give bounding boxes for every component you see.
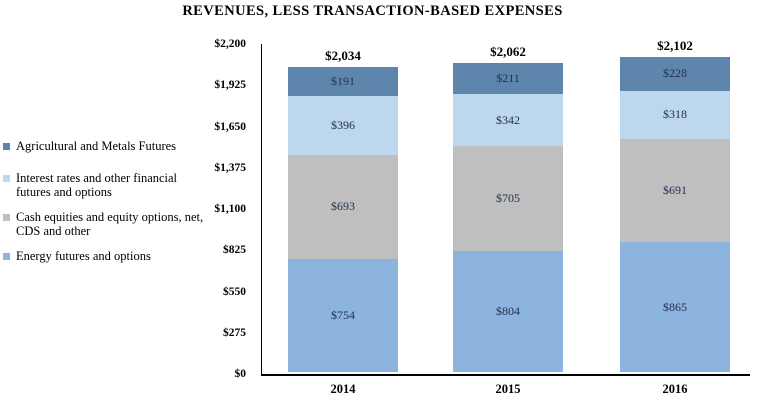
x-axis-line xyxy=(260,374,750,376)
bar-segment: $754 xyxy=(288,258,398,372)
segment-value-label: $804 xyxy=(496,304,520,319)
y-axis-line xyxy=(260,44,262,375)
bar-segment: $191 xyxy=(288,66,398,96)
legend: Agricultural and Metals Futures Interest … xyxy=(3,139,233,274)
y-tick-label: $825 xyxy=(223,244,246,257)
legend-item: Cash equities and equity options, net, C… xyxy=(3,210,233,238)
bar-segment: $865 xyxy=(620,242,730,372)
y-tick-label: $275 xyxy=(223,326,246,339)
legend-label: Energy futures and options xyxy=(16,249,151,263)
bar-segment: $396 xyxy=(288,95,398,155)
segment-value-label: $691 xyxy=(663,182,687,197)
legend-swatch xyxy=(3,214,10,221)
bar-2016: $228 $318 $691 $865 xyxy=(620,56,730,372)
bar-total-label: $2,102 xyxy=(657,37,693,53)
bar-segment: $211 xyxy=(453,62,563,95)
legend-label: Cash equities and equity options, net, C… xyxy=(16,210,204,238)
segment-value-label: $211 xyxy=(496,71,520,86)
y-tick-label: $1,925 xyxy=(214,79,246,92)
plot-area: $2,200 $1,925 $1,650 $1,375 $1,100 $825 $550 $2… xyxy=(214,38,750,396)
chart-title: REVENUES, LESS TRANSACTION-BASED EXPENSE… xyxy=(182,3,563,19)
legend-swatch xyxy=(3,253,10,260)
bar-total-label: $2,062 xyxy=(490,43,526,59)
bar-total-label: $2,034 xyxy=(325,47,361,63)
segment-value-label: $228 xyxy=(663,66,687,81)
bar-segment: $342 xyxy=(453,94,563,146)
legend-label: Agricultural and Metals Futures xyxy=(16,139,177,153)
legend-item: Interest rates and other financial futur… xyxy=(3,171,233,199)
segment-value-label: $396 xyxy=(331,117,355,132)
y-tick-label: $0 xyxy=(234,368,247,380)
legend-swatch xyxy=(3,143,10,150)
bar-2014: $191 $396 $693 $754 xyxy=(288,66,398,372)
segment-value-label: $693 xyxy=(331,199,355,214)
segment-value-label: $754 xyxy=(331,307,355,322)
y-tick-label: $550 xyxy=(223,285,246,298)
x-tick-label: 2016 xyxy=(662,382,688,396)
y-tick-label: $2,200 xyxy=(214,38,246,50)
bar-segment: $691 xyxy=(620,138,730,243)
legend-item: Agricultural and Metals Futures xyxy=(3,139,233,153)
segment-value-label: $342 xyxy=(496,112,520,127)
y-tick-label: $1,650 xyxy=(214,120,246,133)
legend-item: Energy futures and options xyxy=(3,249,233,263)
bar-segment: $228 xyxy=(620,56,730,91)
bar-segment: $804 xyxy=(453,251,563,372)
legend-swatch xyxy=(3,175,10,182)
segment-value-label: $865 xyxy=(663,299,687,314)
legend-label: Interest rates and other financial futur… xyxy=(16,171,178,199)
segment-value-label: $318 xyxy=(663,107,687,122)
segment-value-label: $191 xyxy=(331,73,355,88)
bar-segment: $318 xyxy=(620,90,730,139)
y-tick-label: $1,100 xyxy=(214,203,246,215)
y-tick-label: $1,375 xyxy=(214,161,246,174)
x-tick-label: 2014 xyxy=(330,382,356,396)
bar-2015: $211 $342 $705 $804 xyxy=(453,62,563,372)
bar-segment: $705 xyxy=(453,145,563,252)
segment-value-label: $705 xyxy=(496,191,520,206)
bar-segment: $693 xyxy=(288,154,398,259)
x-tick-label: 2015 xyxy=(495,382,521,396)
